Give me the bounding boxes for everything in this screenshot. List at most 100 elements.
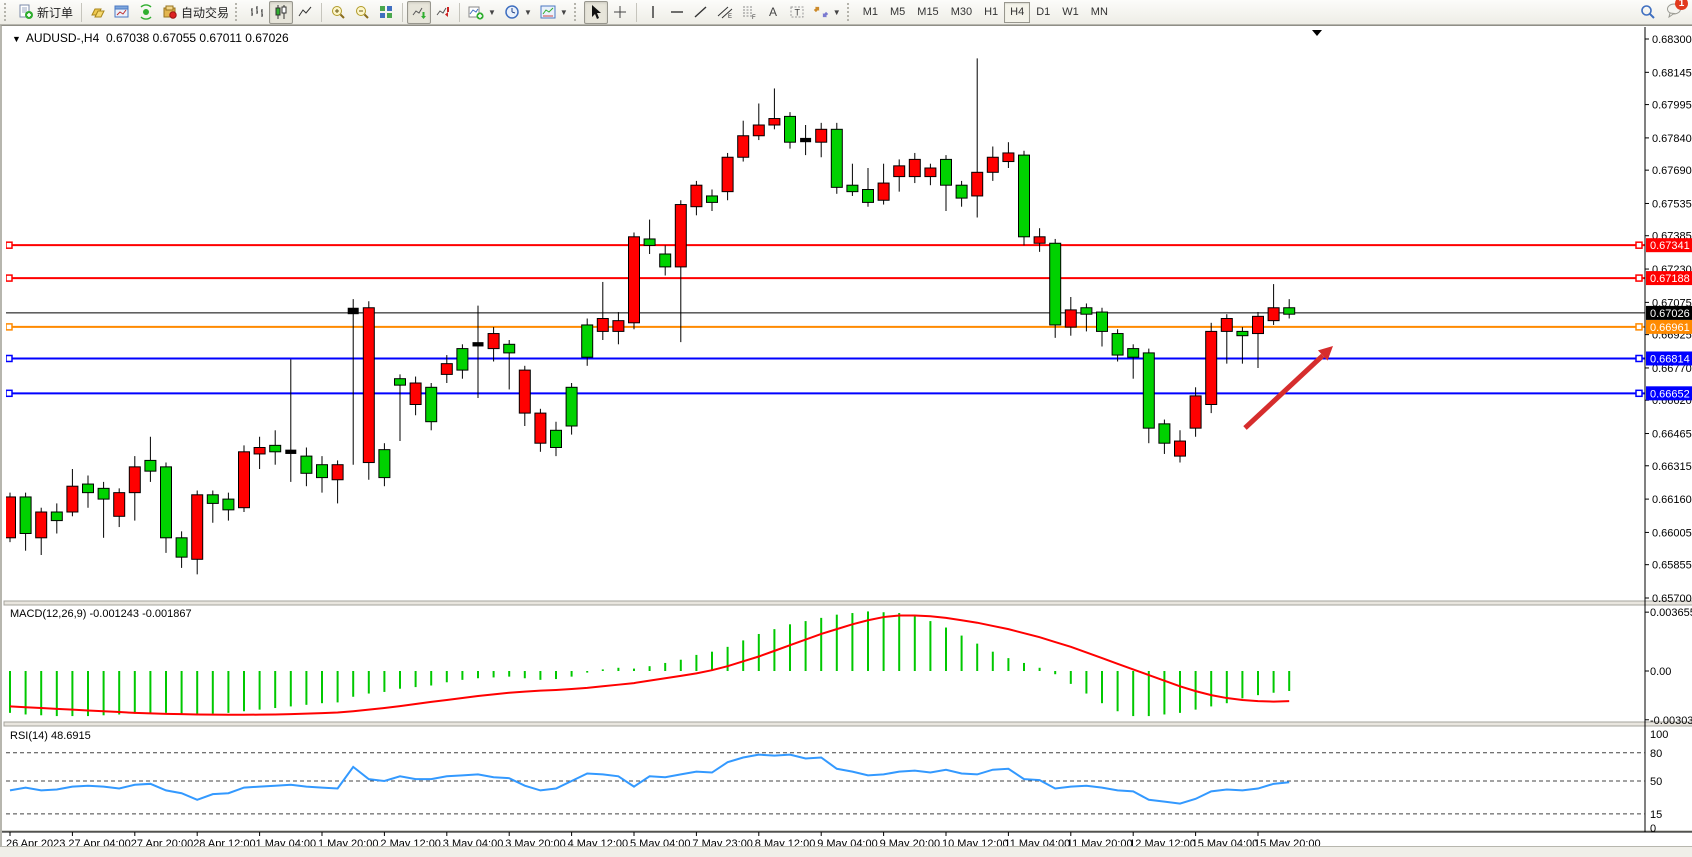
timeframe-button-H4[interactable]: H4 xyxy=(1004,1,1031,23)
bar-chart-icon xyxy=(251,6,264,17)
crosshair-icon xyxy=(613,6,626,18)
tile-windows-icon xyxy=(380,6,393,18)
templates-button[interactable]: ▼ xyxy=(536,1,572,24)
timeframe-button-MN[interactable]: MN xyxy=(1090,6,1108,18)
timeframe-button-M15[interactable]: M15 xyxy=(917,6,939,18)
timeframe-button-M5[interactable]: M5 xyxy=(890,6,906,18)
date-axis-label: 8 May 12:00 xyxy=(755,838,816,847)
separator xyxy=(402,2,404,22)
price-label-box xyxy=(1646,238,1692,253)
auto-scroll-button[interactable] xyxy=(407,0,432,24)
notification-badge: 1 xyxy=(1675,0,1688,10)
vertical-line-icon xyxy=(652,6,654,18)
new-order-label: 新订单 xyxy=(37,5,74,20)
chart-publish-button[interactable] xyxy=(110,1,134,24)
date-axis-label: 1 May 20:00 xyxy=(318,838,379,847)
timeframe-button-M1[interactable]: M1 xyxy=(862,6,878,18)
periods-button[interactable]: ▼ xyxy=(500,1,536,24)
indicators-button[interactable]: ▼ xyxy=(464,1,500,24)
price-axis-tick: 0.66315 xyxy=(1652,461,1692,473)
gold-bars-icon xyxy=(91,8,105,18)
chevron-down-icon: ▼ xyxy=(832,7,841,17)
zoom-in-icon xyxy=(332,6,345,19)
zoom-out-button[interactable] xyxy=(350,1,374,24)
date-axis-label: 11 May 04:00 xyxy=(1004,838,1070,847)
trendline-button[interactable] xyxy=(689,1,713,24)
horizontal-line-icon xyxy=(670,11,683,13)
gold-button[interactable] xyxy=(86,1,110,24)
timeframe-button-H1[interactable]: H1 xyxy=(984,6,999,18)
chevron-down-icon: ▼ xyxy=(523,7,532,17)
macd-value: -0.001243 xyxy=(89,608,140,620)
annotation-arrow-head xyxy=(1317,346,1333,361)
chart-low-value: 0.67011 xyxy=(199,31,242,45)
price-axis-tick: 0.67840 xyxy=(1652,133,1692,145)
crosshair-button[interactable] xyxy=(608,1,632,24)
chart-title: ▼ AUDUSD-,H4 0.67038 0.67055 0.67011 0.67… xyxy=(12,31,289,45)
auto-scroll-icon xyxy=(412,7,427,19)
timeframe-button-M30[interactable]: M30 xyxy=(950,6,973,18)
line-chart-button[interactable] xyxy=(293,1,317,24)
price-axis-tick: 0.67690 xyxy=(1652,165,1692,177)
price-axis-tick: 0.66005 xyxy=(1652,527,1692,539)
toolbar-grip[interactable] xyxy=(235,3,242,21)
chart-shift-button[interactable] xyxy=(431,1,455,24)
fibonacci-button[interactable]: F xyxy=(737,1,761,24)
rsi-label: RSI(14) 48.6915 xyxy=(10,730,91,742)
rsi-axis-tick: 0 xyxy=(1650,823,1656,835)
cursor-button[interactable] xyxy=(583,0,608,24)
annotation-arrow[interactable] xyxy=(1243,353,1325,430)
bar-chart-button[interactable] xyxy=(245,1,269,24)
price-axis-tick: 0.66465 xyxy=(1652,429,1692,441)
new-order-button[interactable]: 新订单 xyxy=(14,1,77,24)
horizontal-lines[interactable] xyxy=(6,241,1645,398)
chart-window[interactable]: ▼ AUDUSD-,H4 0.67038 0.67055 0.67011 0.67… xyxy=(0,25,1692,847)
date-axis-label: 2 May 12:00 xyxy=(380,838,441,847)
timeframe-group: M1 M5 M15 M30 H1 H4 D1 W1 MN xyxy=(857,1,1114,23)
chart-shift-icon xyxy=(436,7,450,17)
zoom-out-icon xyxy=(356,6,369,19)
date-axis-label: 9 May 20:00 xyxy=(880,838,941,847)
macd-axis-tick: -0.00303 xyxy=(1650,715,1692,727)
toolbar-grip[interactable] xyxy=(573,3,581,21)
chart-canvas[interactable]: 0.68300 0.68145 0.67995 0.67840 0.67690 0.675… xyxy=(2,26,1692,847)
timeframe-button-W1[interactable]: W1 xyxy=(1062,6,1079,18)
toolbar-grip[interactable] xyxy=(846,3,854,21)
separator xyxy=(321,2,323,22)
timeframe-button-D1[interactable]: D1 xyxy=(1036,6,1051,18)
separator xyxy=(459,2,461,22)
vertical-line-button[interactable] xyxy=(641,1,665,24)
price-label-box xyxy=(1646,319,1692,334)
search-icon[interactable] xyxy=(1640,4,1656,20)
tile-windows-button[interactable] xyxy=(374,1,398,24)
toolbar-grip[interactable] xyxy=(4,3,11,21)
fibonacci-icon: F xyxy=(742,6,756,20)
macd-label: MACD(12,26,9) -0.001243 -0.001867 xyxy=(10,608,192,620)
zoom-in-button[interactable] xyxy=(326,1,350,24)
price-axis-tick: 0.65700 xyxy=(1652,593,1692,605)
autotrading-button[interactable]: 自动交易 xyxy=(158,1,233,24)
chart-symbol-period: AUDUSD-,H4 xyxy=(25,31,100,45)
date-axis-label: 3 May 20:00 xyxy=(505,838,566,847)
equidistant-channel-button[interactable]: E xyxy=(713,1,737,24)
date-axis-label: 26 Apr 2023 xyxy=(6,838,65,847)
candlestick-chart-icon xyxy=(275,5,287,19)
text-label-button[interactable]: T xyxy=(785,1,809,24)
macd-signal-value: -0.001867 xyxy=(142,608,192,620)
notifications-button[interactable]: 1 xyxy=(1666,0,1688,23)
rsi-axis-tick: 50 xyxy=(1650,776,1662,788)
rsi-value: 48.6915 xyxy=(50,730,91,742)
text-button[interactable]: A xyxy=(761,1,785,24)
date-axis-label: 28 Apr 12:00 xyxy=(193,838,255,847)
horizontal-line-button[interactable] xyxy=(665,1,689,24)
svg-text:T: T xyxy=(794,8,800,18)
price-label-text: 0.66814 xyxy=(1650,353,1690,365)
signals-button[interactable] xyxy=(134,1,158,24)
macd-pane xyxy=(9,611,1291,717)
date-axis-label: 4 May 12:00 xyxy=(568,838,629,847)
price-axis-tick: 0.67535 xyxy=(1652,198,1692,210)
macd-axis-tick: 0.00 xyxy=(1650,666,1671,678)
date-axis-label: 15 May 04:00 xyxy=(1192,838,1259,847)
arrows-button[interactable]: ▼ xyxy=(809,1,845,24)
candlestick-chart-button[interactable] xyxy=(269,0,294,24)
